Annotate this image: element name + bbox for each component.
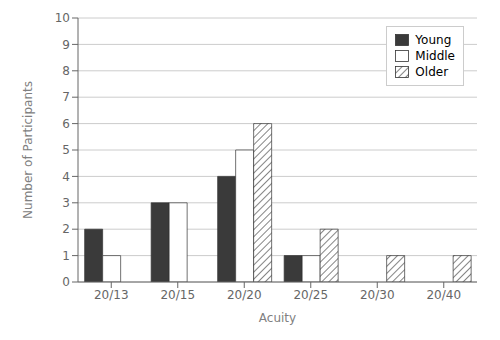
svg-text:20/30: 20/30: [360, 288, 395, 302]
svg-text:10: 10: [55, 11, 70, 25]
html-text:Middle: Middle: [415, 49, 455, 63]
svg-text:20/20: 20/20: [227, 288, 262, 302]
svg-text:Acuity: Acuity: [259, 311, 296, 325]
svg-text:8: 8: [62, 64, 70, 78]
svg-text:2: 2: [62, 222, 70, 236]
svg-text:9: 9: [62, 38, 70, 52]
svg-text:20/40: 20/40: [426, 288, 461, 302]
svg-text:Number of Participants: Number of Participants: [21, 81, 35, 219]
svg-text:0: 0: [62, 275, 70, 289]
svg-text:5: 5: [62, 143, 70, 157]
svg-text:20/25: 20/25: [293, 288, 328, 302]
svg-text:20/13: 20/13: [94, 288, 129, 302]
svg-text:7: 7: [62, 90, 70, 104]
html-text:Older: Older: [415, 65, 449, 79]
svg-text:6: 6: [62, 117, 70, 131]
svg-text:1: 1: [62, 249, 70, 263]
svg-text:20/15: 20/15: [160, 288, 195, 302]
svg-text:4: 4: [62, 170, 70, 184]
svg-text:3: 3: [62, 196, 70, 210]
html-text:Young: Young: [415, 33, 452, 47]
